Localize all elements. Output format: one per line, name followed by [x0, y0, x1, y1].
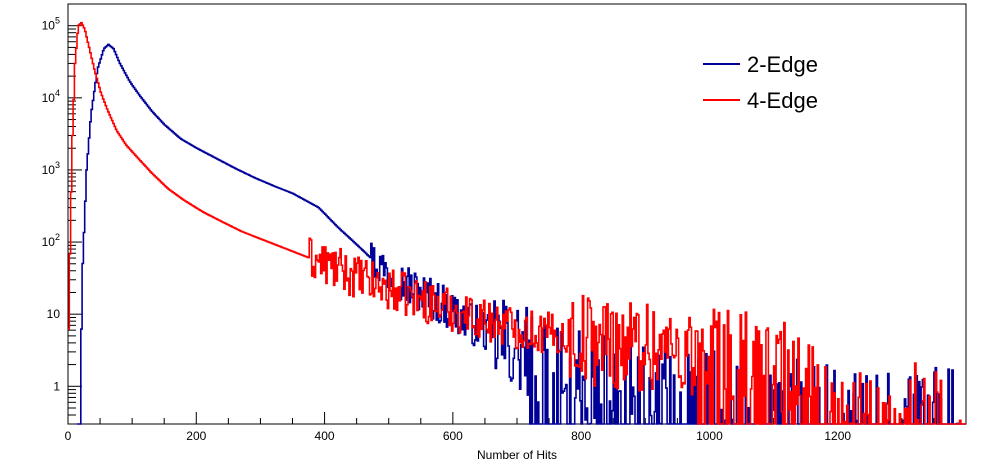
x-tick-label: 200	[186, 429, 206, 443]
x-axis-title: Number of Hits	[477, 448, 557, 462]
y-tick-label: 10	[47, 307, 61, 321]
x-tick-label: 0	[65, 429, 72, 443]
y-tick-exponent: 2	[55, 232, 60, 242]
y-tick-base: 10	[42, 91, 56, 105]
x-tick-label: 1000	[696, 429, 723, 443]
y-tick-label: 1	[53, 379, 60, 393]
plot-frame	[67, 3, 967, 425]
y-tick-label: 102	[42, 232, 60, 249]
x-tick-label: 800	[571, 429, 591, 443]
y-tick-base: 10	[42, 19, 56, 33]
y-tick-exponent: 3	[55, 160, 60, 170]
y-tick-base: 10	[42, 163, 56, 177]
y-tick-label: 103	[42, 160, 60, 177]
x-tick-label: 400	[315, 429, 335, 443]
legend-label: 4-Edge	[747, 88, 818, 113]
series-layer	[68, 21, 966, 425]
y-tick-base: 1	[53, 379, 60, 393]
legend: 2-Edge 4-Edge	[703, 52, 818, 113]
series-line-4-edge	[68, 21, 966, 425]
y-tick-exponent: 4	[55, 88, 60, 98]
y-tick-label: 104	[42, 88, 60, 105]
x-tick-label: 1200	[824, 429, 851, 443]
y-tick-exponent: 5	[55, 16, 60, 26]
y-tick-base: 10	[42, 235, 56, 249]
y-tick-label: 105	[42, 16, 60, 33]
y-tick-base: 10	[47, 307, 61, 321]
series-line-2-edge	[77, 43, 966, 425]
legend-label: 2-Edge	[747, 52, 818, 77]
x-axis: 0 200 400 600 800 1000 1200	[65, 412, 967, 443]
x-tick-label: 600	[443, 429, 463, 443]
